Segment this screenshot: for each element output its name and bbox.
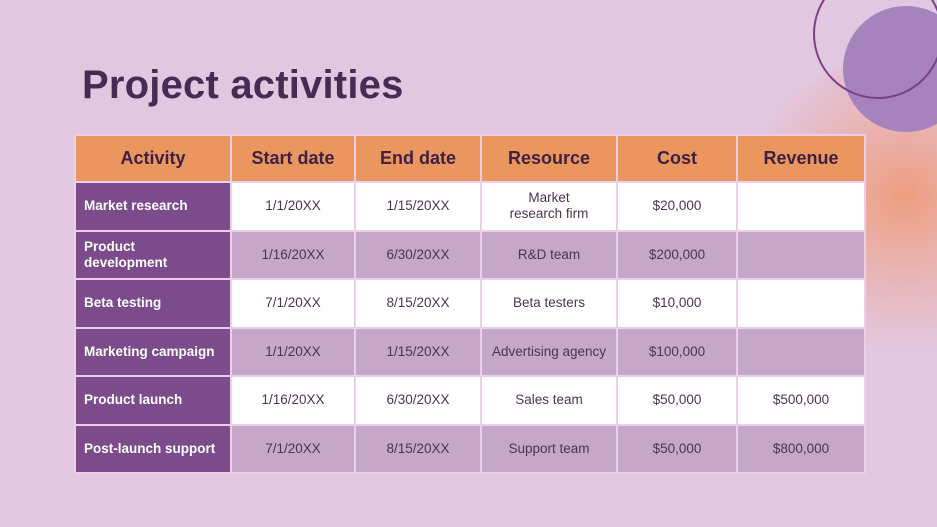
cell-activity: Product development xyxy=(74,229,232,280)
cell-cost: $100,000 xyxy=(616,326,738,377)
cell-resource: Advertising agency xyxy=(480,326,618,377)
table-row: Product launch 1/16/20XX 6/30/20XX Sales… xyxy=(74,375,866,426)
header-cost: Cost xyxy=(616,134,738,183)
cell-cost: $50,000 xyxy=(616,375,738,426)
cell-activity: Post-launch support xyxy=(74,423,232,474)
filled-circle-shape xyxy=(843,6,937,132)
cell-end-date: 8/15/20XX xyxy=(354,278,482,329)
table-row: Market research 1/1/20XX 1/15/20XX Marke… xyxy=(74,181,866,232)
table-header-row: Activity Start date End date Resource Co… xyxy=(74,134,866,183)
cell-revenue xyxy=(736,229,866,280)
cell-start-date: 1/1/20XX xyxy=(230,181,356,232)
table-row: Product development 1/16/20XX 6/30/20XX … xyxy=(74,229,866,280)
cell-start-date: 7/1/20XX xyxy=(230,423,356,474)
table-row: Marketing campaign 1/1/20XX 1/15/20XX Ad… xyxy=(74,326,866,377)
cell-resource: R&D team xyxy=(480,229,618,280)
outline-circle-shape xyxy=(813,0,937,99)
cell-start-date: 7/1/20XX xyxy=(230,278,356,329)
cell-end-date: 1/15/20XX xyxy=(354,326,482,377)
cell-start-date: 1/16/20XX xyxy=(230,375,356,426)
table-row: Post-launch support 7/1/20XX 8/15/20XX S… xyxy=(74,423,866,474)
cell-activity-text: Product development xyxy=(84,238,168,270)
cell-resource: Market research firm xyxy=(480,181,618,232)
cell-end-date: 6/30/20XX xyxy=(354,229,482,280)
cell-resource: Beta testers xyxy=(480,278,618,329)
table-row: Beta testing 7/1/20XX 8/15/20XX Beta tes… xyxy=(74,278,866,329)
cell-resource: Support team xyxy=(480,423,618,474)
cell-cost: $50,000 xyxy=(616,423,738,474)
cell-activity: Product launch xyxy=(74,375,232,426)
header-revenue: Revenue xyxy=(736,134,866,183)
cell-cost: $20,000 xyxy=(616,181,738,232)
activities-table: Activity Start date End date Resource Co… xyxy=(74,134,866,474)
cell-revenue: $800,000 xyxy=(736,423,866,474)
header-resource: Resource xyxy=(480,134,618,183)
cell-activity: Marketing campaign xyxy=(74,326,232,377)
cell-cost: $10,000 xyxy=(616,278,738,329)
cell-start-date: 1/1/20XX xyxy=(230,326,356,377)
cell-revenue xyxy=(736,181,866,232)
header-activity: Activity xyxy=(74,134,232,183)
cell-end-date: 1/15/20XX xyxy=(354,181,482,232)
cell-revenue xyxy=(736,326,866,377)
cell-resource: Sales team xyxy=(480,375,618,426)
cell-end-date: 8/15/20XX xyxy=(354,423,482,474)
cell-start-date: 1/16/20XX xyxy=(230,229,356,280)
page-title: Project activities xyxy=(82,63,404,107)
cell-revenue xyxy=(736,278,866,329)
header-end-date: End date xyxy=(354,134,482,183)
cell-revenue: $500,000 xyxy=(736,375,866,426)
cell-resource-text: Market research firm xyxy=(509,190,589,222)
cell-end-date: 6/30/20XX xyxy=(354,375,482,426)
cell-cost: $200,000 xyxy=(616,229,738,280)
header-start-date: Start date xyxy=(230,134,356,183)
cell-activity: Market research xyxy=(74,181,232,232)
cell-activity: Beta testing xyxy=(74,278,232,329)
